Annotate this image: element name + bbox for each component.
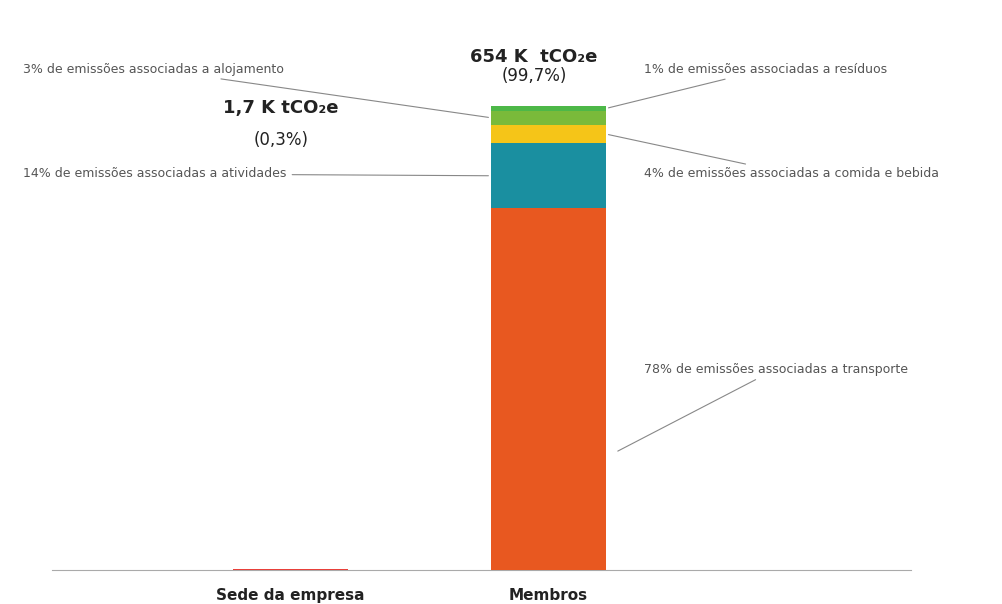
Text: 1,7 K tCO₂e: 1,7 K tCO₂e <box>223 99 339 117</box>
Bar <box>491 143 606 208</box>
Text: 1% de emissões associadas a resíduos: 1% de emissões associadas a resíduos <box>608 63 887 108</box>
Bar <box>491 106 606 111</box>
Text: 654 K  tCO₂e: 654 K tCO₂e <box>471 48 598 66</box>
Text: 4% de emissões associadas a comida e bebida: 4% de emissões associadas a comida e beb… <box>608 135 939 181</box>
Text: Sede da empresa: Sede da empresa <box>216 588 365 603</box>
Text: (99,7%): (99,7%) <box>501 67 567 85</box>
Text: 14% de emissões associadas a atividades: 14% de emissões associadas a atividades <box>23 167 488 181</box>
Text: 78% de emissões associadas a transporte: 78% de emissões associadas a transporte <box>618 362 908 451</box>
Text: (0,3%): (0,3%) <box>254 131 309 149</box>
Text: 3% de emissões associadas a alojamento: 3% de emissões associadas a alojamento <box>23 63 488 117</box>
Bar <box>233 569 348 570</box>
Bar <box>491 125 606 143</box>
Bar <box>491 111 606 125</box>
Bar <box>491 208 606 570</box>
Text: Membros: Membros <box>509 588 588 603</box>
